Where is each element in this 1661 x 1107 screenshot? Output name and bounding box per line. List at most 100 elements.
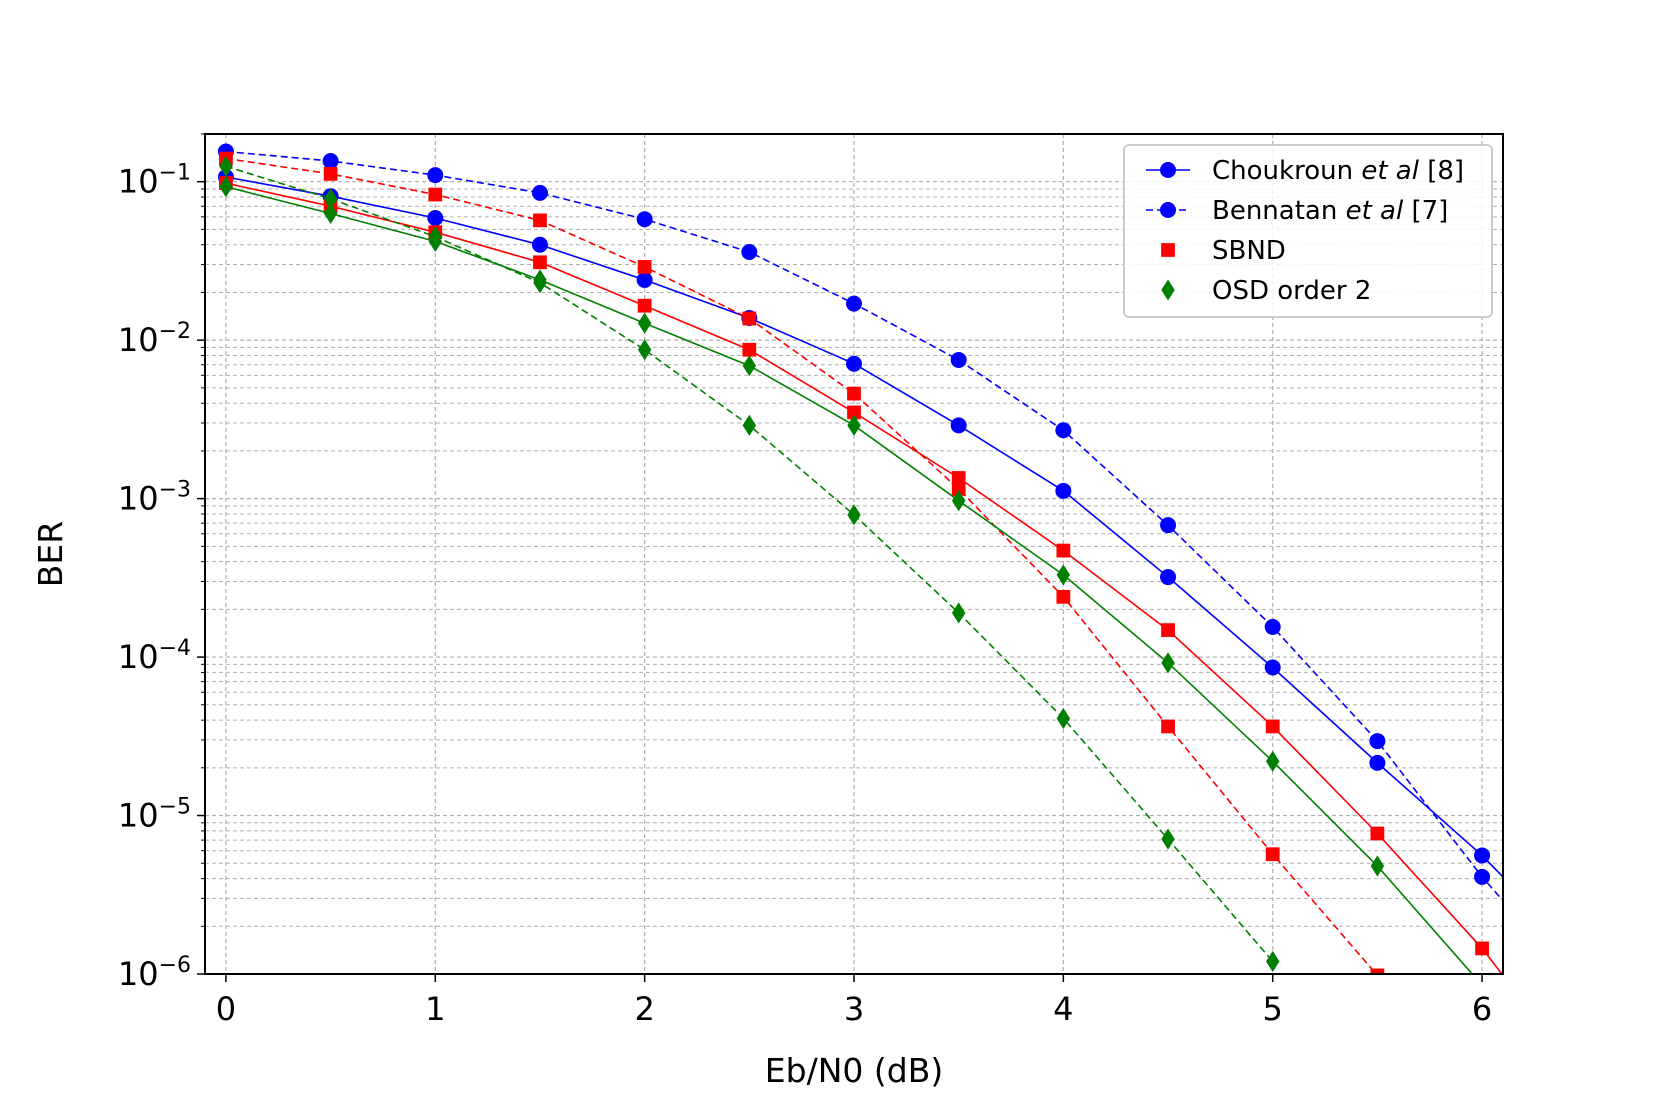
data-point — [1056, 707, 1071, 729]
y-tick-label: 10−6 — [118, 953, 191, 993]
data-point — [742, 355, 757, 377]
data-point — [950, 351, 967, 368]
data-point — [637, 339, 652, 361]
data-point — [219, 176, 233, 198]
y-tick-label: 10−5 — [118, 795, 191, 835]
x-tick-label: 6 — [1472, 990, 1492, 1028]
data-point — [1160, 517, 1177, 534]
data-point — [1056, 543, 1071, 558]
x-tick-label: 5 — [1263, 990, 1283, 1028]
legend-label: Bennatan et al [7] — [1212, 196, 1448, 226]
data-point — [1160, 202, 1176, 218]
x-tick-label: 2 — [634, 990, 654, 1028]
legend-entry: Bennatan et al [7] — [1146, 196, 1448, 226]
y-tick-label: 10−2 — [118, 319, 191, 359]
legend-entry: OSD order 2 — [1161, 276, 1371, 306]
legend-entry: SBND — [1161, 236, 1286, 266]
data-point — [846, 355, 862, 372]
legend-box — [1123, 144, 1493, 318]
data-point — [951, 602, 966, 624]
data-point — [1370, 968, 1385, 974]
legend-label: Choukroun et al [8] — [1212, 156, 1464, 186]
x-tick-label: 3 — [844, 990, 864, 1028]
data-point — [847, 405, 861, 420]
data-point — [637, 260, 652, 274]
legend-label: OSD order 2 — [1212, 276, 1371, 306]
data-point — [847, 504, 861, 526]
data-point — [323, 188, 338, 210]
data-point — [1161, 828, 1175, 850]
data-point — [1265, 950, 1280, 973]
data-point — [1161, 623, 1175, 637]
data-point — [533, 213, 547, 228]
data-point — [533, 272, 547, 294]
data-point — [1161, 652, 1175, 674]
series-osd-order-2-dashed — [219, 155, 1280, 973]
data-point — [323, 202, 338, 225]
data-point — [1265, 847, 1280, 862]
data-point — [1160, 162, 1176, 178]
data-point — [1161, 243, 1175, 257]
data-point — [637, 312, 652, 334]
x-tick-label: 0 — [216, 990, 236, 1028]
data-point — [1474, 847, 1491, 864]
data-point — [1369, 754, 1386, 771]
data-point — [1161, 719, 1175, 734]
y-tick-label: 10−1 — [118, 161, 191, 201]
axis-ticks: 0 1 2 3 4 5 6 10−1 10−2 10−3 10−4 10−5 10−6 — [118, 133, 1492, 1028]
data-point — [1160, 569, 1177, 586]
series-choukroun-et-al-8--solid — [217, 169, 1503, 878]
y-axis-label: BER — [31, 521, 70, 587]
legend-label: SBND — [1212, 236, 1286, 266]
data-point — [533, 255, 547, 270]
data-point — [1474, 868, 1491, 885]
y-tick-label: 10−3 — [118, 478, 191, 518]
data-point — [1265, 719, 1280, 734]
data-point — [847, 414, 861, 436]
data-point — [1264, 659, 1281, 676]
data-point — [531, 184, 548, 201]
data-point — [1475, 941, 1489, 956]
data-point — [846, 295, 862, 312]
data-point — [1055, 482, 1072, 499]
data-point — [951, 482, 966, 496]
data-point — [742, 414, 757, 436]
data-point — [1265, 750, 1280, 772]
data-point — [1056, 589, 1071, 604]
data-point — [742, 311, 757, 326]
series-line — [225, 182, 1503, 974]
series-line — [225, 176, 1503, 878]
data-point — [950, 417, 967, 434]
legend: Choukroun et al [8] Bennatan et al [7] SBN… — [1123, 144, 1493, 318]
x-axis-label: Eb/N0 (dB) — [765, 1051, 943, 1090]
data-point — [1056, 564, 1071, 586]
data-point — [219, 155, 233, 177]
series-line — [225, 150, 1503, 902]
data-point — [1369, 733, 1386, 750]
data-point — [951, 490, 966, 512]
series-sbnd-dashed — [219, 151, 1385, 974]
series-line — [225, 157, 1378, 974]
data-point — [1161, 279, 1175, 301]
data-point — [531, 236, 548, 253]
data-point — [741, 244, 758, 261]
data-point — [847, 386, 861, 401]
data-point — [428, 187, 443, 202]
legend-entry: Choukroun et al [8] — [1146, 156, 1464, 186]
data-point — [951, 471, 966, 485]
plot-series — [217, 143, 1503, 974]
data-point — [1370, 826, 1385, 841]
data-point — [637, 298, 652, 313]
data-point — [427, 210, 444, 227]
data-point — [322, 153, 339, 170]
data-point — [636, 271, 653, 288]
data-point — [323, 167, 338, 181]
data-point — [1264, 618, 1281, 635]
data-point — [1370, 855, 1385, 877]
y-tick-label: 10−4 — [118, 636, 191, 676]
data-point — [427, 167, 444, 184]
x-tick-label: 1 — [425, 990, 445, 1028]
x-tick-label: 4 — [1053, 990, 1073, 1028]
data-point — [1055, 422, 1072, 439]
